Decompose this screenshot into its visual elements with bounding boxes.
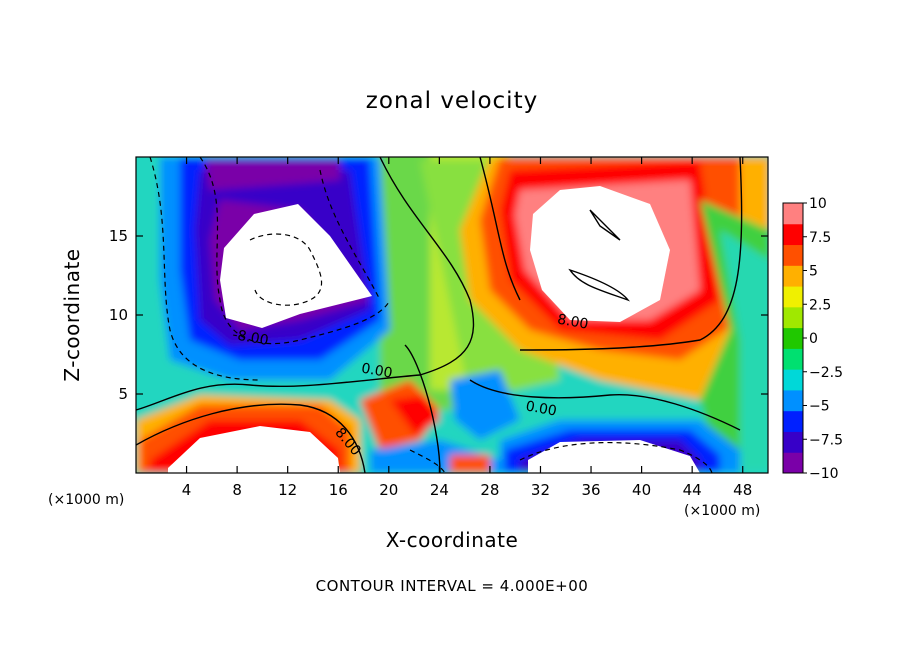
colorbar-tick-label: 2.5: [809, 297, 831, 313]
x-tick-label: 40: [632, 481, 651, 499]
contour-label: -8.00: [231, 327, 269, 349]
colorbar-segment: [783, 369, 803, 391]
x-tick-label: 8: [232, 481, 242, 499]
chart-title: zonal velocity: [365, 88, 539, 114]
x-tick-label: 44: [683, 481, 702, 499]
colorbar-tick-label: 5: [809, 264, 818, 280]
y-axis-label: Z-coordinate: [60, 248, 84, 382]
colorbar-segment: [783, 410, 803, 432]
x-axis-label: X-coordinate: [385, 528, 519, 552]
colorbar-segment: [783, 244, 803, 266]
contour-label: 0.00: [360, 361, 393, 382]
x-tick-label: 20: [379, 481, 398, 499]
colorbar-segment: [783, 348, 803, 370]
colorbar-segment: [783, 389, 803, 412]
contour-label: 0.00: [524, 398, 557, 419]
colorbar-segment: [783, 431, 803, 453]
colorbar: 10 7.5 5 2.5 0 −2.5 −5 −7.5 −10: [782, 196, 843, 482]
colorbar-tick-label: 0: [809, 331, 818, 347]
y-axis: 5 10 15: [109, 227, 768, 403]
x-tick-label: 36: [581, 481, 600, 499]
colorbar-segment: [783, 286, 803, 308]
colorbar-segment: [783, 265, 803, 287]
colorbar-tick-label: −10: [809, 466, 839, 482]
colorbar-segment: [783, 223, 803, 246]
y-tick-label: 10: [109, 306, 128, 324]
colorbar-segment: [783, 452, 803, 474]
y-tick-label: 15: [109, 227, 128, 245]
x-tick-label: 24: [430, 481, 449, 499]
x-tick-label: 32: [531, 481, 550, 499]
velocity-field: [136, 157, 768, 473]
y-tick-label: 5: [118, 385, 128, 403]
colorbar-tick-label: −2.5: [809, 365, 843, 381]
colorbar-tick-label: 7.5: [809, 230, 831, 246]
x-tick-label: 12: [278, 481, 297, 499]
x-tick-label: 16: [329, 481, 348, 499]
colorbar-tick-label: 10: [809, 196, 827, 212]
colorbar-segment: [783, 203, 803, 225]
x-unit-label-right: (×1000 m): [684, 503, 761, 519]
contour-interval-note: CONTOUR INTERVAL = 4.000E+00: [315, 577, 589, 595]
x-tick-label: 48: [733, 481, 752, 499]
colorbar-tick-label: −5: [809, 399, 830, 415]
contour-label: 8.00: [556, 312, 589, 333]
colorbar-segment: [783, 306, 803, 329]
x-unit-label-left: (×1000 m): [48, 492, 125, 508]
x-axis: 4 8 12 16 20 24 28 32 36 40 44 48: [182, 157, 752, 499]
x-tick-label: 28: [480, 481, 499, 499]
colorbar-segment: [783, 327, 803, 349]
colorbar-tick-label: −7.5: [809, 432, 843, 448]
x-tick-label: 4: [182, 481, 192, 499]
